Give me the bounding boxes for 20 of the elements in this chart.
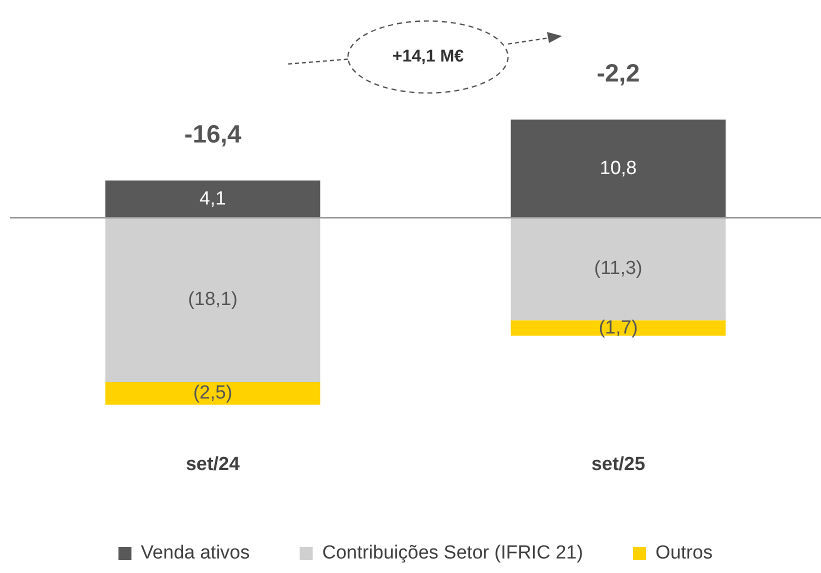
legend-label: Contribuições Setor (IFRIC 21) (322, 542, 584, 564)
bar (510, 218, 726, 320)
legend-label: Outros (656, 542, 713, 564)
x-tick-label: set/25 (591, 454, 646, 475)
bar (510, 320, 726, 336)
legend-label: Venda ativos (140, 542, 250, 564)
data-label: 10,8 (600, 158, 637, 179)
data-label: (18,1) (188, 289, 238, 310)
total-label: -2,2 (596, 60, 640, 88)
bar (105, 382, 320, 405)
x-tick-label: set/24 (186, 454, 240, 475)
bar (510, 120, 726, 218)
bar (105, 180, 320, 218)
text: +14,1 M€ (392, 46, 464, 66)
data-label: 4,1 (200, 188, 226, 210)
total-label: -16,4 (184, 120, 242, 148)
data-label: (2,5) (193, 382, 232, 404)
data-label: (1,7) (598, 317, 638, 338)
data-label: (11,3) (594, 258, 642, 280)
bar (105, 218, 320, 382)
